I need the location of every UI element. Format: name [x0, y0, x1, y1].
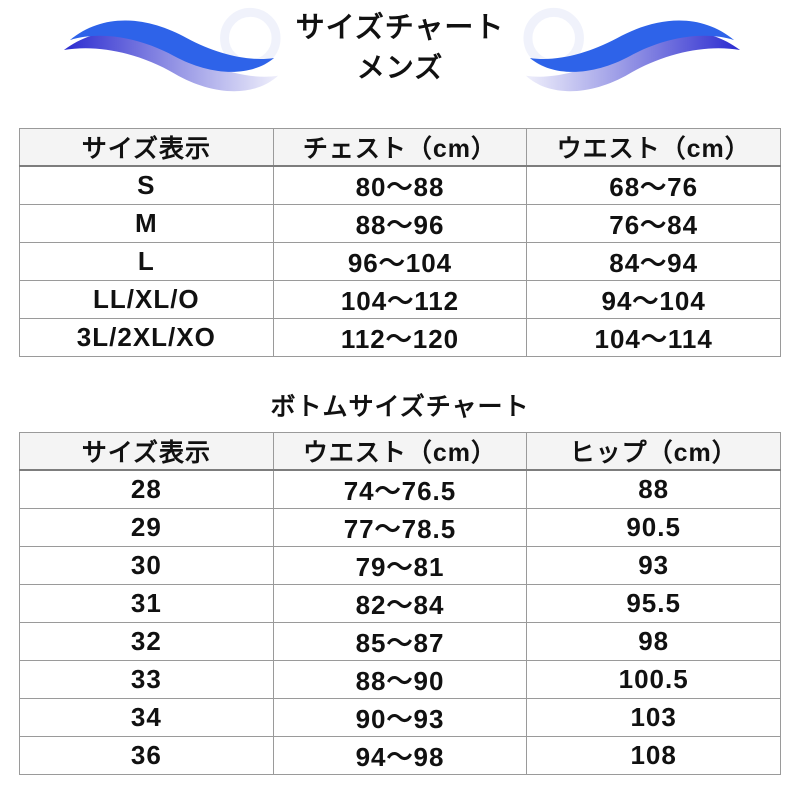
table-cell-size: 3L/2XL/XO — [19, 318, 274, 357]
wave-decoration-left — [63, 7, 281, 92]
wave-gradient-swoosh — [63, 31, 279, 92]
table-cell-waist: 94〜104 — [526, 280, 781, 319]
column-header-size: サイズ表示 — [19, 432, 274, 471]
table-cell-chest: 112〜120 — [272, 318, 528, 357]
table-cell-waist: 104〜114 — [526, 318, 781, 357]
table-cell-waist: 84〜94 — [526, 242, 781, 281]
table-row: L 96〜104 84〜94 — [19, 242, 781, 281]
column-header-waist: ウエスト（cm） — [272, 432, 528, 471]
column-header-chest: チェスト（cm） — [272, 128, 528, 167]
table-row: 30 79〜81 93 — [19, 546, 781, 585]
table-cell-size: 30 — [19, 546, 274, 585]
table-cell-size: 28 — [19, 469, 274, 509]
wave-blue-swoosh — [69, 20, 275, 72]
table-cell-size: 29 — [19, 508, 274, 547]
table-row: 32 85〜87 98 — [19, 622, 781, 661]
page-title-gender: メンズ — [356, 52, 444, 83]
table-cell-waist: 79〜81 — [272, 546, 528, 585]
table-cell-hip: 88 — [526, 469, 781, 509]
wave-blue-swoosh — [529, 20, 735, 72]
table-row: 3L/2XL/XO 112〜120 104〜114 — [19, 318, 781, 357]
column-header-hip: ヒップ（cm） — [526, 432, 781, 471]
table-cell-size: 34 — [19, 698, 274, 737]
table-cell-hip: 95.5 — [526, 584, 781, 623]
table-cell-hip: 90.5 — [526, 508, 781, 547]
table-cell-hip: 108 — [526, 736, 781, 775]
table-cell-waist: 77〜78.5 — [272, 508, 528, 547]
table-cell-chest: 80〜88 — [272, 165, 528, 205]
bottoms-size-table: サイズ表示 ウエスト（cm） ヒップ（cm） 28 74〜76.5 88 29 … — [19, 432, 781, 775]
tops-size-table: サイズ表示 チェスト（cm） ウエスト（cm） S 80〜88 68〜76 M … — [19, 128, 781, 357]
table-row: 28 74〜76.5 88 — [19, 469, 781, 509]
table-header-row: サイズ表示 ウエスト（cm） ヒップ（cm） — [19, 432, 781, 471]
table-cell-waist: 74〜76.5 — [272, 469, 528, 509]
table-cell-waist: 68〜76 — [526, 165, 781, 205]
table-cell-size: 32 — [19, 622, 274, 661]
table-cell-hip: 98 — [526, 622, 781, 661]
table-header-row: サイズ表示 チェスト（cm） ウエスト（cm） — [19, 128, 781, 167]
table-cell-size: M — [19, 204, 274, 243]
table-cell-hip: 93 — [526, 546, 781, 585]
table-row: 36 94〜98 108 — [19, 736, 781, 775]
table-row: LL/XL/O 104〜112 94〜104 — [19, 280, 781, 319]
table-cell-chest: 88〜96 — [272, 204, 528, 243]
page-title: サイズチャート — [295, 12, 505, 44]
table-cell-waist: 88〜90 — [272, 660, 528, 699]
table-cell-chest: 104〜112 — [272, 280, 528, 319]
table-cell-size: 31 — [19, 584, 274, 623]
table-row: S 80〜88 68〜76 — [19, 165, 781, 205]
table-cell-waist: 82〜84 — [272, 584, 528, 623]
table-cell-waist: 76〜84 — [526, 204, 781, 243]
table-cell-waist: 94〜98 — [272, 736, 528, 775]
table-cell-size: 33 — [19, 660, 274, 699]
table-cell-chest: 96〜104 — [272, 242, 528, 281]
table-cell-size: L — [19, 242, 274, 281]
table-cell-hip: 100.5 — [526, 660, 781, 699]
table-cell-waist: 90〜93 — [272, 698, 528, 737]
wave-gradient-swoosh — [525, 31, 741, 92]
title-block: サイズチャート メンズ — [0, 8, 800, 88]
table-cell-waist: 85〜87 — [272, 622, 528, 661]
header: サイズチャート メンズ — [0, 0, 800, 110]
table-cell-size: LL/XL/O — [19, 280, 274, 319]
table-cell-size: 36 — [19, 736, 274, 775]
table-row: 33 88〜90 100.5 — [19, 660, 781, 699]
column-header-size: サイズ表示 — [19, 128, 274, 167]
table-row: 29 77〜78.5 90.5 — [19, 508, 781, 547]
column-header-waist: ウエスト（cm） — [526, 128, 781, 167]
table-cell-size: S — [19, 165, 274, 205]
table-row: 34 90〜93 103 — [19, 698, 781, 737]
table-cell-hip: 103 — [526, 698, 781, 737]
wave-decoration-right — [523, 7, 741, 92]
table-row: 31 82〜84 95.5 — [19, 584, 781, 623]
bottoms-section-title: ボトムサイズチャート — [270, 393, 530, 421]
table-row: M 88〜96 76〜84 — [19, 204, 781, 243]
